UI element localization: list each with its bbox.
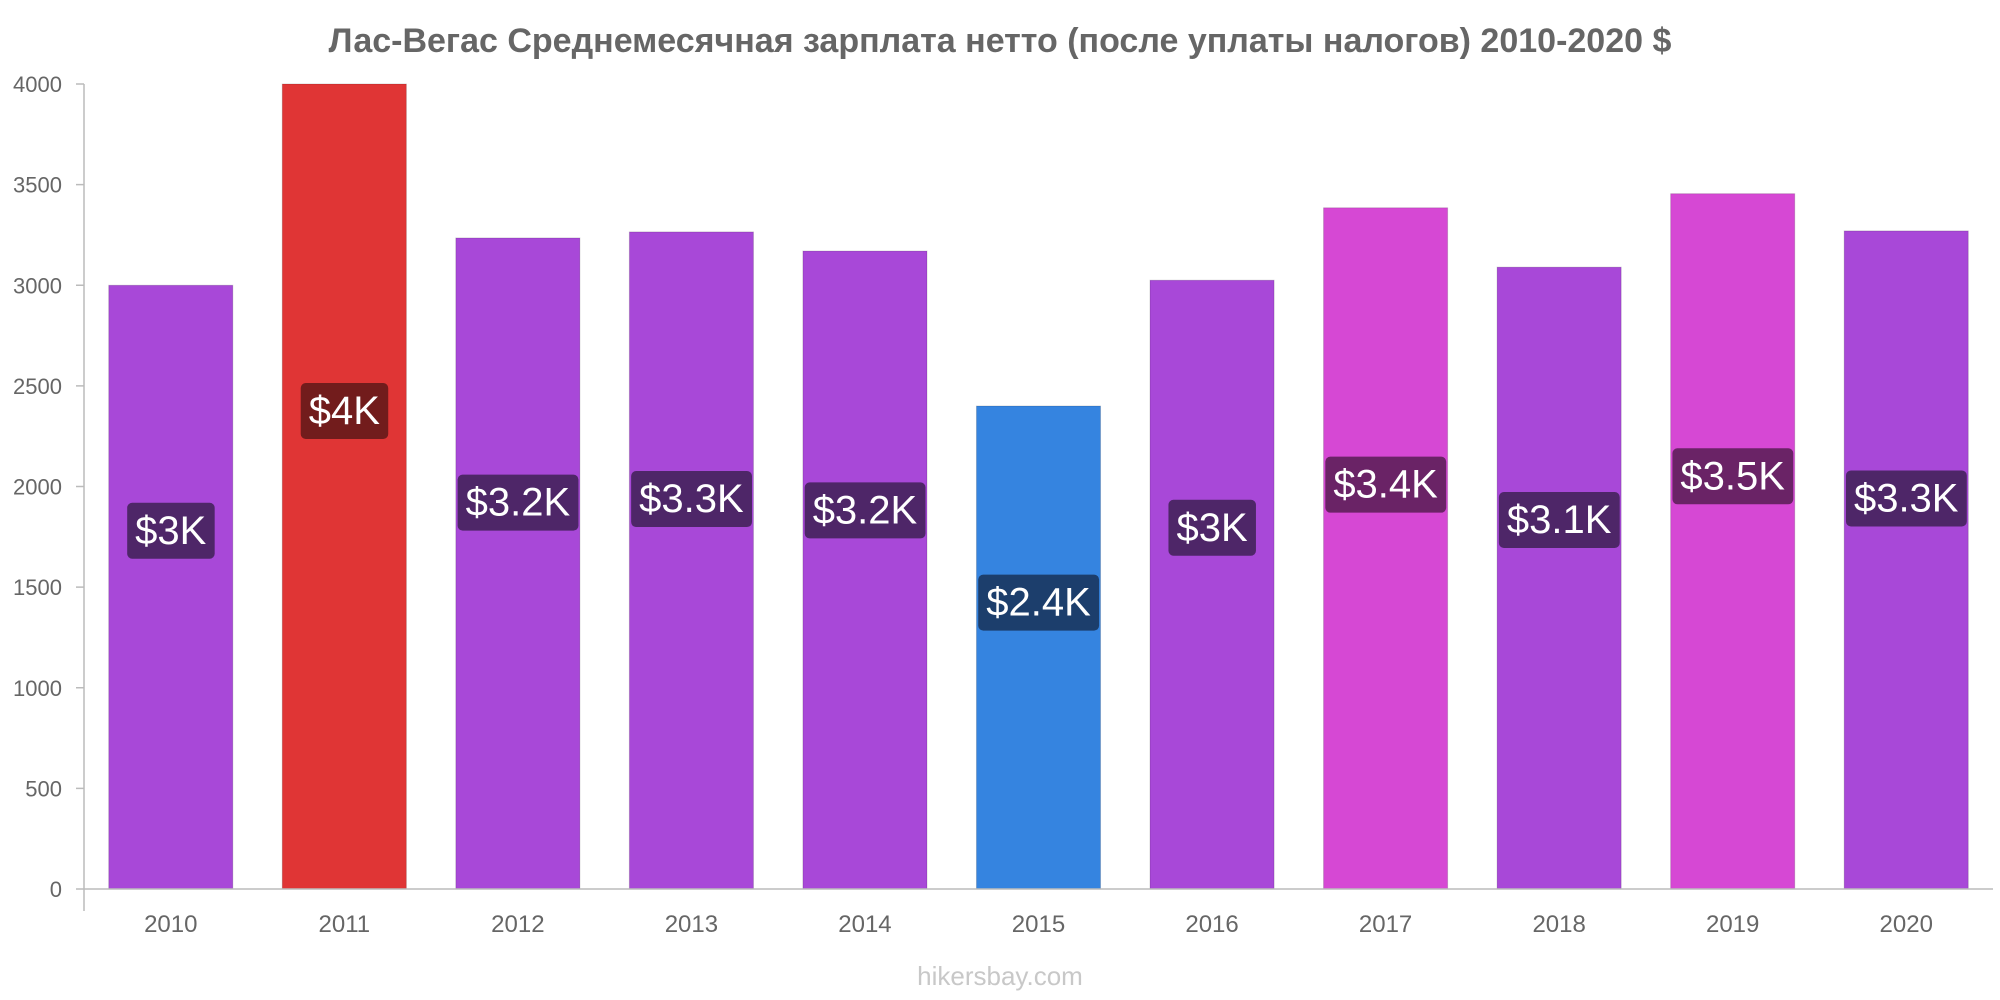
y-tick-label: 2500 bbox=[13, 374, 62, 399]
x-tick-label: 2013 bbox=[665, 911, 718, 938]
data-label-background bbox=[457, 474, 579, 531]
bar-2018 bbox=[1496, 266, 1622, 890]
bar-2017 bbox=[1323, 207, 1449, 890]
data-label-background bbox=[631, 471, 752, 528]
data-label-text: $3.2K bbox=[813, 488, 918, 532]
y-axis: 0 500 1000 1500 2000 2500 3000 3500 4000 bbox=[13, 72, 85, 911]
y-tick-label: 3500 bbox=[13, 173, 62, 198]
data-label-background bbox=[127, 502, 215, 559]
data-label-2012: $3.2K bbox=[457, 474, 579, 531]
bar-2016 bbox=[1149, 279, 1275, 890]
y-tick-label: 0 bbox=[50, 877, 62, 902]
data-label-text: $2.4K bbox=[986, 581, 1091, 625]
x-tick-label: 2010 bbox=[144, 911, 197, 938]
y-tick-label: 4000 bbox=[13, 72, 62, 97]
x-tick-label: 2015 bbox=[1012, 911, 1065, 938]
data-label-text: $3.5K bbox=[1680, 454, 1785, 498]
data-label-2011: $4K bbox=[300, 383, 389, 440]
bar-2019 bbox=[1670, 193, 1796, 890]
data-label-2017: $3.4K bbox=[1325, 456, 1447, 513]
data-label-background bbox=[804, 482, 926, 539]
data-label-background bbox=[1498, 491, 1620, 548]
data-label-text: $3.4K bbox=[1333, 463, 1438, 507]
data-label-text: $3K bbox=[1176, 506, 1247, 550]
y-tick-label: 3000 bbox=[13, 273, 62, 298]
chart-title: Лас-Вегас Среднемесячная зарплата нетто … bbox=[329, 22, 1672, 60]
y-tick-label: 2000 bbox=[13, 475, 62, 500]
data-label-text: $4K bbox=[309, 389, 380, 433]
footer-watermark: hikersbay.com bbox=[917, 961, 1083, 991]
bar-2020 bbox=[1843, 230, 1969, 890]
data-label-2013: $3.3K bbox=[631, 471, 752, 528]
x-tick-label: 2020 bbox=[1880, 911, 1933, 938]
bar-2014 bbox=[802, 250, 928, 890]
x-axis: 2010 2011 2012 2013 2014 2015 2016 2017 2018 2019… bbox=[84, 888, 1993, 938]
data-label-2015: $2.4K bbox=[978, 574, 1100, 631]
data-label-2010: $3K bbox=[127, 502, 215, 559]
x-tick-label: 2016 bbox=[1185, 911, 1238, 938]
data-label-2020: $3.3K bbox=[1845, 470, 1967, 527]
x-tick-label: 2014 bbox=[838, 911, 891, 938]
data-label-2014: $3.2K bbox=[804, 482, 926, 539]
data-labels: $3K $4K $3.2K $3.3K $3.2K $2.4K $3K $3.4K $3.1K $… bbox=[127, 383, 1967, 631]
data-label-background bbox=[978, 574, 1100, 631]
bar-2013 bbox=[628, 231, 754, 890]
data-label-text: $3.1K bbox=[1507, 498, 1612, 542]
data-label-2016: $3K bbox=[1168, 499, 1256, 556]
data-label-background bbox=[1672, 448, 1794, 505]
bar-2010 bbox=[108, 284, 234, 890]
x-tick-label: 2017 bbox=[1359, 911, 1412, 938]
data-label-background bbox=[300, 383, 389, 440]
bar-2011 bbox=[281, 83, 407, 890]
y-tick-label: 1500 bbox=[13, 575, 62, 600]
y-tick-label: 1000 bbox=[13, 676, 62, 701]
data-label-background bbox=[1325, 456, 1447, 513]
bars bbox=[108, 83, 1969, 890]
data-label-text: $3.3K bbox=[1854, 476, 1959, 520]
y-tick-label: 500 bbox=[25, 776, 62, 801]
data-label-text: $3K bbox=[135, 509, 206, 553]
data-label-2018: $3.1K bbox=[1498, 491, 1620, 548]
data-label-background bbox=[1845, 470, 1967, 527]
x-tick-label: 2018 bbox=[1532, 911, 1585, 938]
data-label-text: $3.2K bbox=[466, 481, 571, 525]
bar-2015 bbox=[975, 405, 1102, 890]
data-label-background bbox=[1168, 499, 1256, 556]
data-label-text: $3.3K bbox=[639, 477, 744, 521]
x-tick-label: 2019 bbox=[1706, 911, 1759, 938]
x-tick-label: 2011 bbox=[319, 911, 371, 938]
bar-2012 bbox=[455, 237, 581, 890]
x-tick-label: 2012 bbox=[491, 911, 544, 938]
data-label-2019: $3.5K bbox=[1672, 448, 1794, 505]
